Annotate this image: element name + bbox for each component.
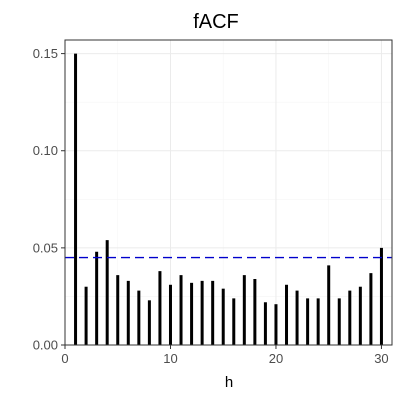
bars xyxy=(74,53,383,345)
x-tick-label: 10 xyxy=(163,351,177,366)
x-tick-label: 20 xyxy=(269,351,283,366)
panel-border xyxy=(64,39,393,346)
axis-tick-labels: 0 10 20 30 0.00 0.05 0.10 0.15 xyxy=(33,46,389,366)
y-tick-label: 0.10 xyxy=(33,143,58,158)
x-tick-label: 0 xyxy=(61,351,68,366)
x-axis-label: h xyxy=(225,374,233,391)
axis-ticks xyxy=(61,53,382,349)
chart-title: fACF xyxy=(193,11,239,33)
y-tick-label: 0.05 xyxy=(33,240,58,255)
y-tick-label: 0.00 xyxy=(33,338,58,353)
x-tick-label: 30 xyxy=(374,351,388,366)
y-tick-label: 0.15 xyxy=(33,46,58,61)
